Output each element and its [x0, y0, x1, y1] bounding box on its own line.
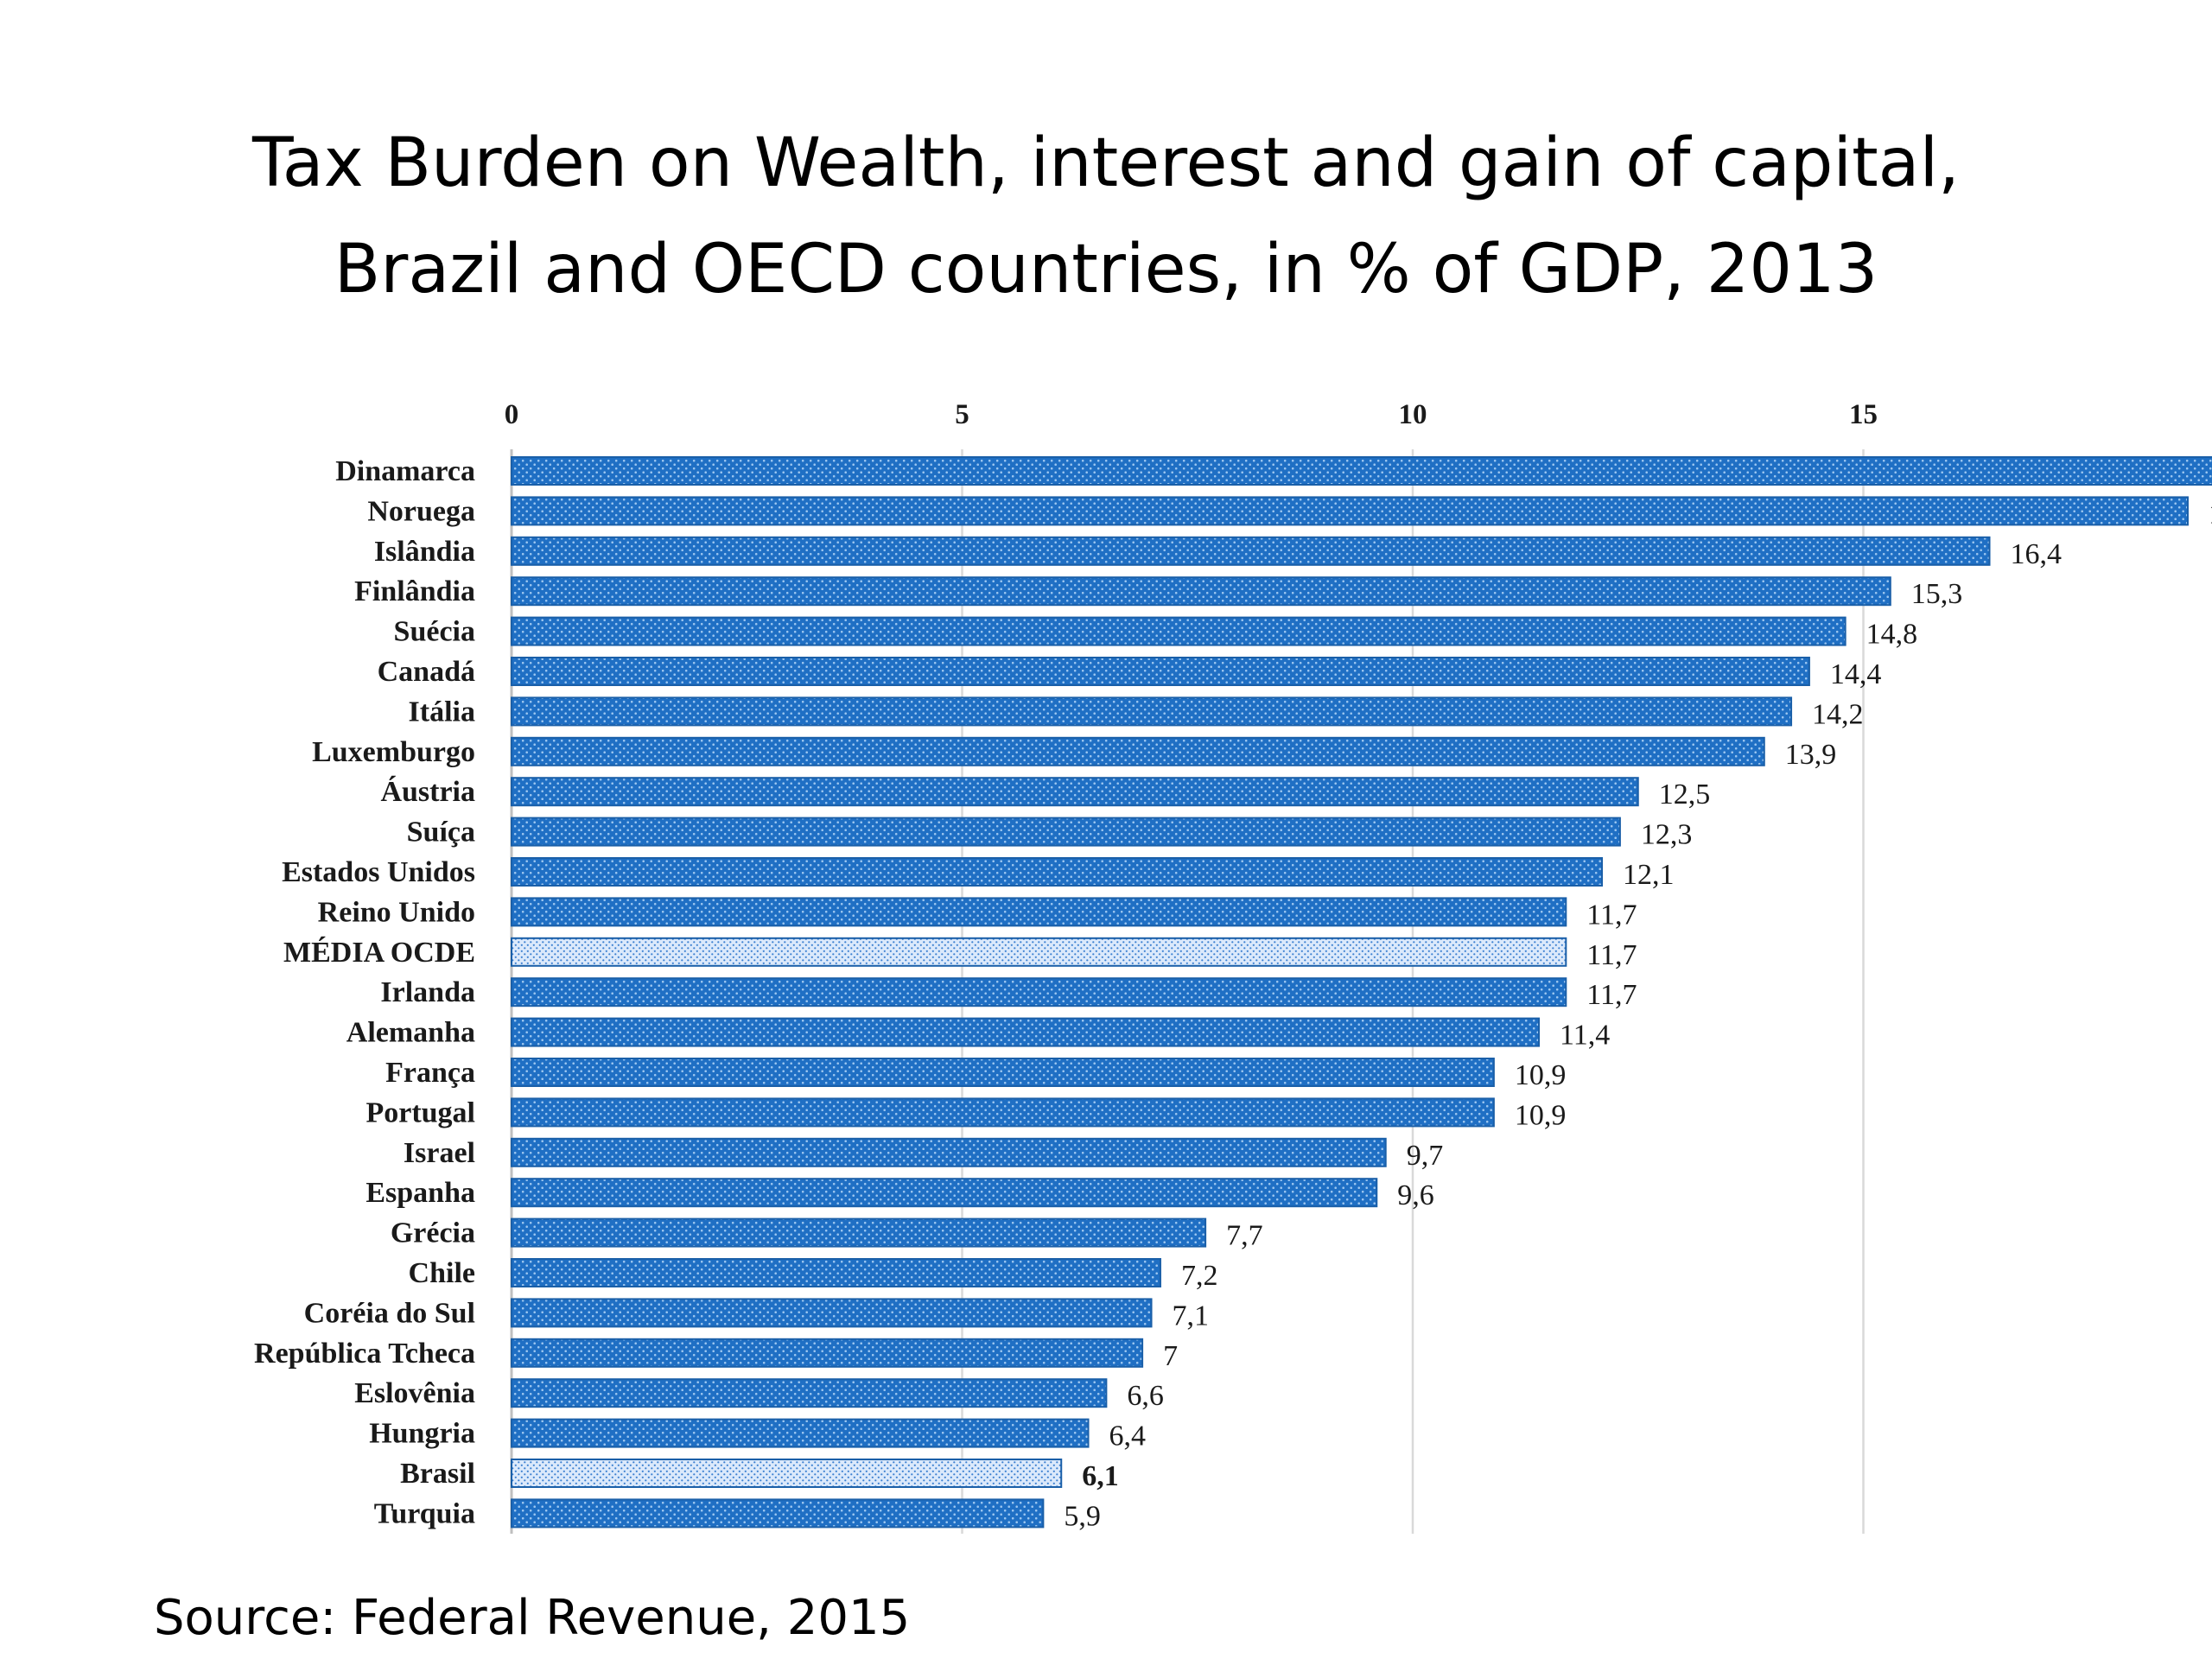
value-label: 18,6 — [2209, 498, 2212, 530]
category-label: Suécia — [394, 616, 475, 648]
value-label: 16,4 — [2011, 538, 2063, 570]
category-label: República Tcheca — [254, 1338, 475, 1370]
bar — [511, 696, 1793, 727]
value-label: 5,9 — [1064, 1500, 1101, 1532]
bar — [511, 1258, 1161, 1287]
chart-title-line-2: Brazil and OECD countries, in % of GDP, … — [334, 231, 1878, 308]
value-label: 9,6 — [1397, 1179, 1434, 1211]
x-axis-ticks: 051015202530 — [505, 399, 1878, 430]
value-label: 12,5 — [1659, 779, 1711, 810]
category-label: Canadá — [378, 656, 475, 688]
category-label: Áustria — [380, 776, 475, 808]
bar — [511, 1178, 1378, 1208]
bar — [511, 1459, 1063, 1488]
value-label: 11,7 — [1586, 899, 1637, 931]
category-label: Chile — [409, 1257, 475, 1289]
value-label: 12,3 — [1641, 819, 1693, 851]
category-label: Portugal — [365, 1096, 475, 1128]
value-label: 6,6 — [1127, 1380, 1164, 1412]
x-tick-label: 15 — [1849, 399, 1878, 430]
bar — [511, 496, 2189, 526]
value-label: 15,3 — [1911, 578, 1963, 610]
category-label: Dinamarca — [335, 455, 475, 487]
bar — [511, 1097, 1495, 1128]
value-label: 7,2 — [1181, 1260, 1218, 1292]
category-label: Finlândia — [354, 575, 475, 607]
value-label: 12,1 — [1623, 859, 1675, 891]
bar — [511, 777, 1639, 807]
bar — [511, 1338, 1144, 1368]
value-label: 14,2 — [1812, 698, 1864, 730]
category-label: MÉDIA OCDE — [283, 937, 475, 969]
category-label: Israel — [404, 1137, 475, 1169]
category-label: Luxemburgo — [312, 736, 475, 768]
source-note: Source: Federal Revenue, 2015 — [154, 1590, 911, 1646]
category-label: Itália — [409, 696, 475, 728]
category-label: Brasil — [400, 1458, 475, 1490]
category-label: Islândia — [374, 536, 475, 568]
value-label: 11,4 — [1560, 1020, 1610, 1052]
bar — [511, 1498, 1045, 1529]
value-label: 13,9 — [1785, 739, 1837, 771]
bar — [511, 1217, 1207, 1248]
bar — [511, 817, 1621, 847]
bar — [511, 456, 2212, 486]
bar — [511, 857, 1604, 887]
bar — [511, 937, 1567, 967]
value-label: 7,1 — [1173, 1300, 1210, 1332]
bar — [511, 1298, 1153, 1328]
category-label: Hungria — [369, 1418, 475, 1450]
category-label: Irlanda — [380, 976, 475, 1008]
bar — [511, 1017, 1541, 1047]
bar — [511, 736, 1765, 766]
value-label: 6,4 — [1109, 1421, 1147, 1452]
bar — [511, 657, 1810, 686]
value-label: 14,4 — [1830, 658, 1882, 690]
category-label: Turquia — [374, 1497, 475, 1529]
chart-title-line-1: Tax Burden on Wealth, interest and gain … — [252, 124, 1960, 202]
value-label: 11,7 — [1586, 979, 1637, 1011]
category-label: Eslovênia — [354, 1377, 475, 1409]
value-label: 14,8 — [1866, 619, 1918, 651]
value-labels: 30,718,616,415,314,814,414,213,912,512,3… — [1064, 498, 2212, 1532]
value-label: 10,9 — [1515, 1059, 1567, 1091]
value-label: 6,1 — [1082, 1460, 1119, 1492]
bar — [511, 536, 1991, 566]
bars — [511, 456, 2212, 1529]
bar — [511, 1137, 1387, 1167]
category-label: Suíça — [407, 817, 475, 849]
value-label: 10,9 — [1515, 1099, 1567, 1131]
category-label: Grécia — [391, 1217, 475, 1249]
category-label: Alemanha — [346, 1017, 475, 1049]
bar — [511, 897, 1567, 927]
bar — [511, 1418, 1090, 1448]
value-label: 11,7 — [1586, 939, 1637, 971]
category-label: França — [385, 1057, 475, 1089]
x-tick-label: 10 — [1399, 399, 1427, 430]
bar — [511, 1058, 1495, 1087]
value-label: 7 — [1163, 1340, 1178, 1372]
bar — [511, 576, 1891, 607]
category-label: Espanha — [365, 1177, 475, 1209]
x-tick-label: 5 — [955, 399, 969, 430]
chart-title: Tax Burden on Wealth, interest and gain … — [0, 111, 2212, 323]
category-labels: Dinamarca Noruega Islândia Finlândia Suécia C… — [254, 455, 475, 1529]
x-tick-label: 0 — [505, 399, 519, 430]
category-label: Coréia do Sul — [304, 1297, 475, 1329]
value-label: 9,7 — [1407, 1140, 1444, 1172]
category-label: Estados Unidos — [282, 856, 475, 888]
category-label: Reino Unido — [318, 896, 475, 928]
category-label: Noruega — [367, 495, 475, 527]
bar — [511, 977, 1567, 1007]
value-label: 7,7 — [1226, 1220, 1263, 1252]
bar — [511, 616, 1847, 646]
bar — [511, 1378, 1108, 1408]
